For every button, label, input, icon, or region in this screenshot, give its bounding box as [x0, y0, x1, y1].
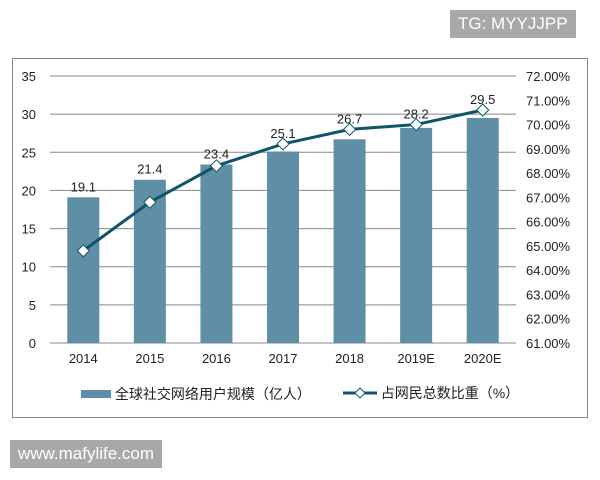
bar	[267, 151, 299, 343]
y-right-tick-label: 61.00%	[526, 336, 571, 351]
watermark-bottom: www.mafylife.com	[10, 440, 163, 468]
bar-data-label: 19.1	[71, 179, 96, 194]
y-right-tick-label: 67.00%	[526, 190, 571, 205]
y-left-tick-label: 10	[22, 260, 36, 275]
bar	[333, 139, 366, 343]
bar-data-label: 21.4	[137, 162, 162, 177]
y-left-tick-label: 35	[22, 69, 36, 84]
line-point-marker	[342, 122, 357, 137]
y-right-tick-label: 69.00%	[526, 142, 571, 157]
y-left-tick-label: 30	[22, 107, 36, 122]
x-tick-label: 2018	[335, 351, 364, 366]
y-left-tick-label: 20	[22, 183, 36, 198]
legend-item-line: 占网民总数比重（%）	[342, 383, 520, 403]
watermark-top: TG: MYYJJPP	[450, 10, 576, 38]
bar	[466, 117, 499, 343]
bar-data-label: 25.1	[270, 126, 295, 141]
y-left-tick-label: 5	[29, 298, 36, 313]
bar	[67, 197, 100, 343]
x-tick-label: 2016	[202, 351, 231, 366]
y-left-tick-label: 0	[29, 336, 36, 351]
y-right-tick-label: 65.00%	[526, 239, 571, 254]
x-tick-label: 2015	[135, 351, 164, 366]
x-tick-label: 2014	[69, 351, 98, 366]
y-right-tick-label: 70.00%	[526, 118, 571, 133]
y-right-tick-label: 62.00%	[526, 312, 571, 327]
y-left-tick-label: 25	[22, 145, 36, 160]
x-tick-label: 2017	[269, 351, 298, 366]
y-right-tick-label: 64.00%	[526, 263, 571, 278]
bar	[400, 127, 433, 343]
y-right-tick-label: 68.00%	[526, 166, 571, 181]
line-point-marker	[76, 244, 90, 258]
y-right-tick-label: 71.00%	[526, 93, 571, 108]
bar-data-label: 28.2	[403, 107, 428, 122]
legend-line-swatch	[342, 387, 377, 399]
line-point-marker	[276, 137, 290, 151]
y-left-tick-label: 15	[22, 222, 36, 237]
y-right-tick-label: 66.00%	[526, 215, 571, 230]
bar-data-label: 26.7	[337, 111, 362, 126]
bar-data-label: 23.4	[204, 146, 229, 161]
line-point-marker	[209, 159, 224, 173]
chart-frame	[12, 58, 588, 418]
legend-bar-label: 全球社交网络用户规模（亿人）	[114, 386, 311, 402]
y-right-tick-label: 63.00%	[526, 287, 571, 302]
legend-item-bar: 全球社交网络用户规模（亿人）	[80, 384, 311, 404]
bar	[200, 164, 233, 343]
legend: 全球社交网络用户规模（亿人） 占网民总数比重（%）	[0, 383, 600, 404]
line-point-marker	[409, 117, 423, 132]
line-point-marker	[143, 195, 157, 209]
x-tick-label: 2019E	[397, 351, 435, 366]
legend-line-label: 占网民总数比重（%）	[380, 385, 520, 401]
y-right-tick-label: 72.00%	[526, 69, 571, 84]
line-point-marker	[476, 103, 490, 117]
legend-bar-swatch	[80, 390, 111, 398]
x-tick-label: 2020E	[464, 351, 502, 366]
bar-data-label: 29.5	[470, 92, 495, 107]
